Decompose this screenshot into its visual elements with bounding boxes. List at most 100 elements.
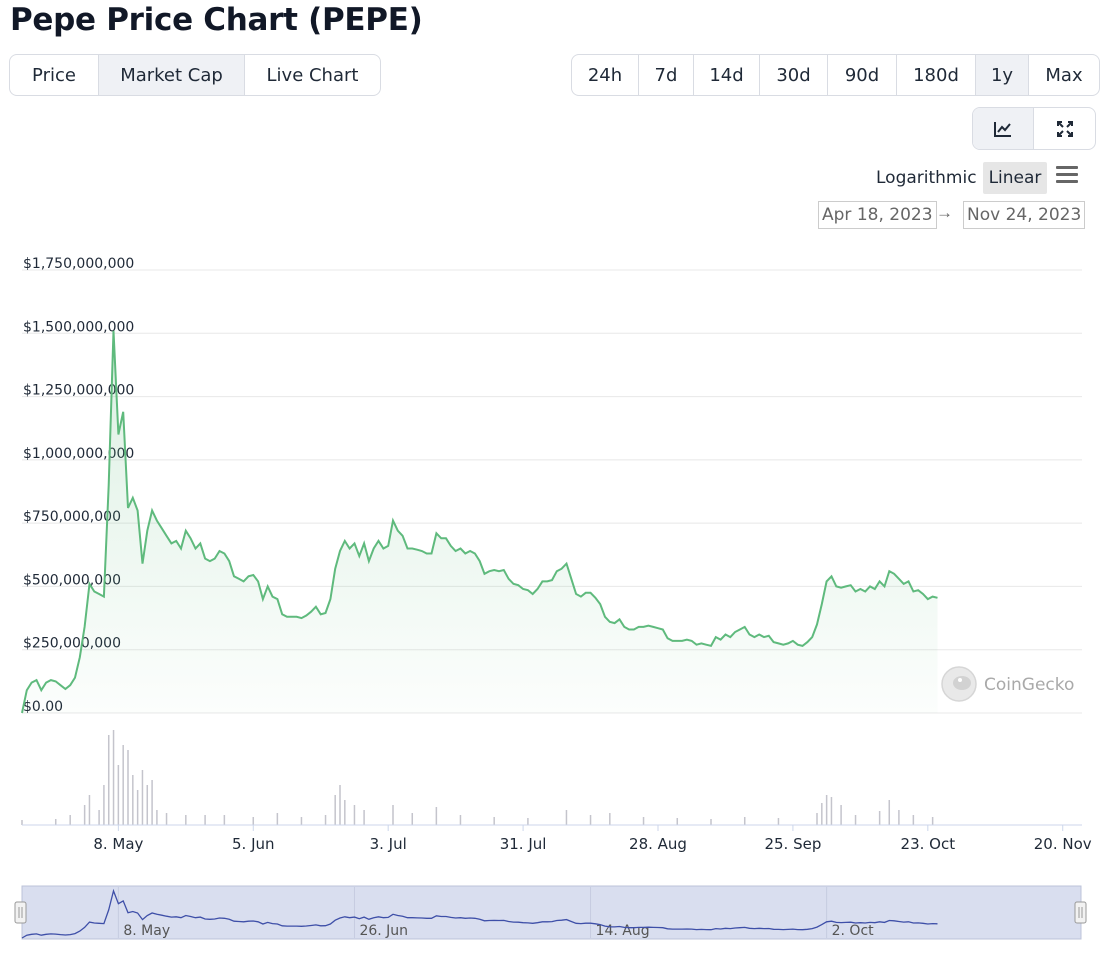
expand-icon	[1056, 120, 1073, 137]
x-tick-label: 31. Jul	[500, 835, 547, 853]
y-tick-label: $1,500,000,000	[23, 319, 134, 335]
volume-bar	[276, 813, 279, 825]
range-14d-button[interactable]: 14d	[694, 55, 760, 95]
chart-tools	[972, 107, 1096, 150]
volume-bar	[69, 815, 71, 825]
chart-tabs: Price Market Cap Live Chart	[9, 54, 381, 96]
y-tick-label: $1,000,000,000	[23, 446, 134, 462]
linear-option[interactable]: Linear	[982, 162, 1048, 194]
x-tick-label: 23. Oct	[901, 835, 956, 853]
navigator-tick-label: 2. Oct	[832, 923, 875, 939]
volume-bar	[493, 817, 495, 825]
volume-bar	[459, 815, 462, 825]
page-title: Pepe Price Chart (PEPE)	[10, 2, 423, 38]
volume-bar	[363, 810, 365, 825]
volume-bar	[151, 780, 153, 825]
market-cap-area	[22, 330, 938, 713]
volume-bar	[825, 795, 828, 825]
volume-bar	[411, 813, 414, 825]
volume-bar	[676, 818, 679, 825]
volume-bar	[21, 820, 23, 825]
volume-bar	[300, 817, 303, 825]
volume-bar	[112, 730, 115, 825]
range-24h-button[interactable]: 24h	[572, 55, 639, 95]
tab-live-chart[interactable]: Live Chart	[266, 64, 359, 86]
navigator[interactable]: 8. May 26. Jun 14. Aug 2. Oct	[14, 885, 1087, 940]
date-to-input[interactable]: Nov 24, 2023	[963, 201, 1086, 229]
x-axis: 8. May 5. Jun 3. Jul 31. Jul 28. Aug 25. Sep 2…	[93, 825, 1092, 853]
navigator-right-handle[interactable]	[1074, 901, 1087, 924]
volume-bar	[83, 805, 86, 825]
volume-bar	[743, 817, 746, 825]
volume-bar	[353, 805, 356, 825]
tab-price[interactable]: Price	[10, 55, 99, 95]
y-tick-label: $1,250,000,000	[23, 383, 134, 399]
line-chart-icon	[994, 121, 1011, 137]
date-from-input[interactable]: Apr 18, 2023	[818, 201, 937, 229]
y-tick-label: $500,000,000	[23, 572, 121, 588]
x-tick-label: 5. Jun	[232, 835, 275, 853]
volume-bar	[185, 815, 187, 825]
volume-bar	[840, 805, 842, 825]
tab-market-cap[interactable]: Market Cap	[99, 55, 245, 95]
volume-bar	[156, 810, 158, 825]
x-tick-label: 28. Aug	[629, 835, 687, 853]
y-tick-label: $1,750,000,000	[23, 256, 134, 272]
volume-bar	[898, 810, 900, 825]
volume-bar	[912, 815, 915, 825]
volume-bar	[888, 800, 891, 825]
volume-bar	[165, 813, 168, 825]
volume-bar	[609, 813, 611, 825]
volume-bar	[435, 807, 438, 825]
range-1y-button[interactable]: 1y	[976, 55, 1029, 95]
volume-bar	[98, 810, 100, 825]
volume-bars	[21, 730, 934, 825]
volume-bar	[122, 745, 124, 825]
range-90d-button[interactable]: 90d	[828, 55, 897, 95]
volume-bar	[816, 813, 818, 825]
volume-bar	[127, 750, 129, 825]
volume-bar	[252, 817, 255, 825]
x-tick-label: 20. Nov	[1034, 835, 1092, 853]
x-tick-label: 25. Sep	[764, 835, 821, 853]
volume-bar	[642, 817, 645, 825]
volume-bar	[339, 785, 341, 825]
range-max-button[interactable]: Max	[1045, 64, 1083, 86]
volume-bar	[223, 815, 226, 825]
volume-bar	[136, 790, 139, 825]
volume-bar	[103, 785, 105, 825]
volume-bar	[54, 819, 57, 825]
volume-bar	[565, 810, 568, 825]
range-30d-button[interactable]: 30d	[760, 55, 828, 95]
x-tick-label: 8. May	[93, 835, 143, 853]
volume-bar	[141, 770, 144, 825]
range-180d-button[interactable]: 180d	[897, 55, 976, 95]
volume-bar	[344, 800, 346, 825]
volume-bar	[204, 815, 206, 825]
navigator-tick-label: 26. Jun	[359, 923, 408, 939]
y-tick-label: $750,000,000	[23, 509, 121, 525]
date-arrow: →	[936, 203, 953, 222]
volume-bar	[88, 795, 91, 825]
range-7d-button[interactable]: 7d	[639, 55, 694, 95]
navigator-tick-label: 8. May	[123, 923, 170, 939]
logarithmic-option[interactable]: Logarithmic	[876, 168, 977, 188]
volume-bar	[132, 775, 134, 825]
volume-bar	[931, 817, 934, 825]
coingecko-watermark: CoinGecko	[941, 666, 1074, 702]
volume-bar	[392, 805, 394, 825]
market-cap-line	[21, 330, 938, 714]
fullscreen-button[interactable]	[1034, 108, 1095, 149]
line-chart-button[interactable]	[973, 108, 1034, 149]
volume-bar	[878, 811, 881, 825]
volume-bar	[527, 818, 529, 825]
hamburger-menu-icon[interactable]	[1056, 166, 1078, 186]
volume-bar	[821, 803, 823, 825]
navigator-left-handle[interactable]	[14, 901, 27, 924]
volume-bar	[854, 815, 857, 825]
watermark-text: CoinGecko	[984, 675, 1074, 695]
volume-bar	[324, 815, 327, 825]
time-range-selector: 24h 7d 14d 30d 90d 180d 1y Max	[571, 54, 1100, 96]
volume-bar	[710, 819, 712, 825]
